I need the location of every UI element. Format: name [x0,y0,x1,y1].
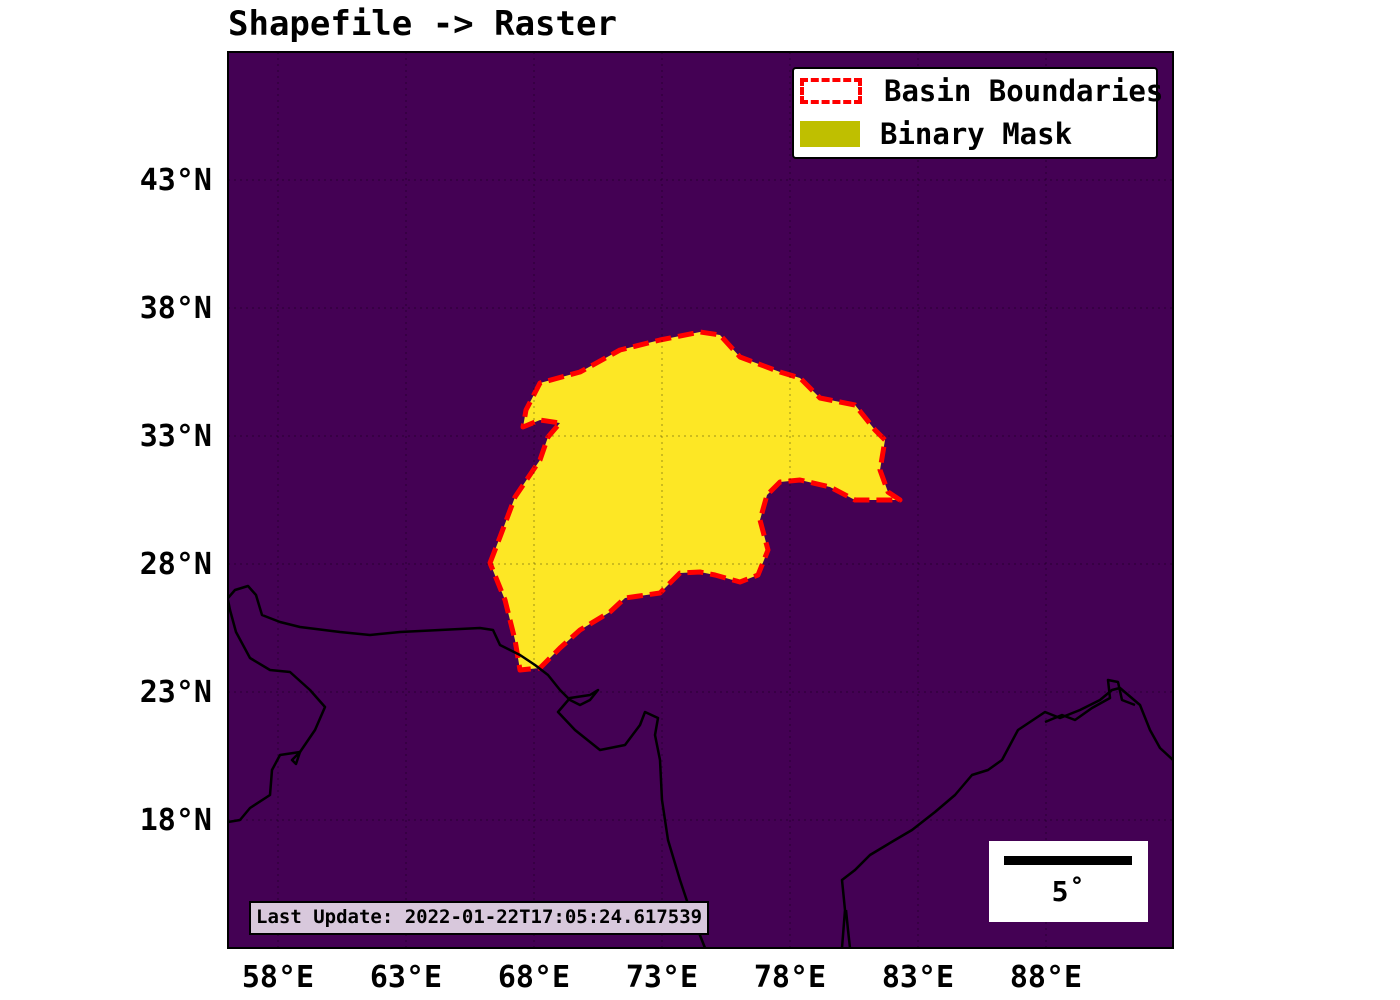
map-title: Shapefile -> Raster [228,4,617,44]
scale-bar-label: 5˚ [1051,875,1086,908]
graticule [228,52,1173,948]
legend-label: Binary Mask [880,117,1073,151]
lon-tick-label: 83°E [882,960,954,995]
legend-item-basin-boundaries: Basin Boundaries [800,74,1164,108]
last-update-timestamp: Last Update: 2022-01-22T17:05:24.617539 [249,901,710,935]
lon-tick-label: 58°E [242,960,314,995]
dashed-line-swatch-icon [800,78,862,104]
legend-label: Basin Boundaries [884,74,1164,108]
lat-tick-label: 43°N [140,163,212,198]
lat-tick-labels: 43°N 38°N 33°N 28°N 23°N 18°N [140,163,212,838]
lat-tick-label: 33°N [140,419,212,454]
binary-mask [490,332,900,670]
scale-bar: 5˚ [989,841,1148,922]
lon-tick-label: 68°E [498,960,570,995]
coastline [228,584,1173,948]
lon-tick-label: 88°E [1010,960,1082,995]
basin-boundary [487,329,903,673]
map-legend: Basin Boundaries Binary Mask [792,67,1163,159]
scale-bar-line [1004,856,1132,865]
legend-item-binary-mask: Binary Mask [800,117,1073,151]
lat-tick-label: 28°N [140,547,212,582]
lon-tick-label: 78°E [754,960,826,995]
lon-tick-label: 73°E [626,960,698,995]
lat-tick-label: 38°N [140,291,212,326]
lon-tick-labels: 58°E 63°E 68°E 73°E 78°E 83°E 88°E [242,960,1082,995]
lat-tick-label: 23°N [140,675,212,710]
lat-tick-label: 18°N [140,803,212,838]
lon-tick-label: 63°E [370,960,442,995]
fill-swatch-icon [800,121,860,147]
plot-frame [227,51,1174,949]
